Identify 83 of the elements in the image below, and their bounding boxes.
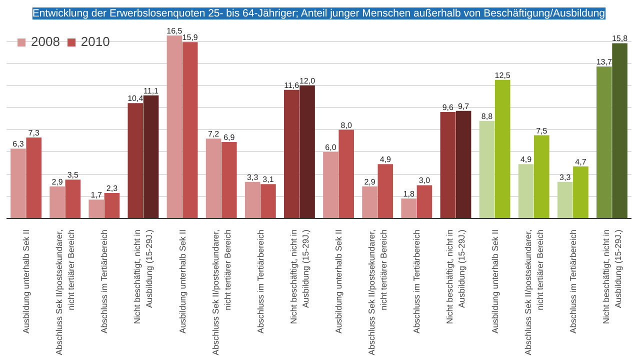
bar xyxy=(401,198,416,218)
bar xyxy=(206,138,222,218)
data-label: 1,7 xyxy=(90,190,102,200)
bar xyxy=(323,152,338,218)
x-tick-label: Ausbildung unterhalb Sek II xyxy=(334,229,344,334)
x-tick-label: Nicht beschäftigt, nicht in Ausbildung (15-29J.) xyxy=(132,229,154,324)
x-tick-label: Ausbildung unterhalb Sek II xyxy=(490,229,500,334)
x-tick-label: Abschluss Sek II/postsekundarer, nicht tertiärer Bereich xyxy=(522,229,545,356)
data-label: 4,9 xyxy=(380,155,392,164)
bar xyxy=(260,184,276,218)
data-label: 16,5 xyxy=(166,26,183,36)
data-label: 15,9 xyxy=(182,33,198,42)
bar xyxy=(300,85,315,218)
x-tick-label: Nicht beschäftigt, nicht in Ausbildung (15-29J.) xyxy=(444,229,467,324)
x-tick-label: Ausbildung unterhalb Sek II xyxy=(177,229,188,334)
bar xyxy=(26,138,42,218)
bar xyxy=(557,182,573,218)
x-tick-label: Ausbildung unterhalb Sek II xyxy=(21,229,32,334)
legend-label: 2008 xyxy=(31,34,60,49)
data-label: 12,0 xyxy=(299,76,316,86)
data-label: 7,2 xyxy=(208,130,220,139)
data-label: 3,0 xyxy=(418,176,431,186)
x-tick-label: Abschluss im Tertiärbereich xyxy=(412,229,422,334)
x-tick-label: Nicht beschäftigt, nicht in Ausbildung (15-29J.) xyxy=(600,229,623,324)
data-label: 6,9 xyxy=(224,132,236,142)
bar xyxy=(338,130,354,218)
bar xyxy=(50,186,65,218)
bar xyxy=(416,185,432,218)
data-label: 3,3 xyxy=(560,172,572,182)
legend-label: 2010 xyxy=(80,34,110,49)
bar xyxy=(378,164,394,218)
x-tick-label: Abschluss im Tertiärbereich xyxy=(99,229,110,334)
bar xyxy=(596,66,612,218)
data-label: 3,3 xyxy=(247,172,259,182)
data-label: 6,3 xyxy=(12,140,24,149)
bar xyxy=(128,103,144,218)
data-label: 11,6 xyxy=(284,80,300,90)
x-tick-label: Abschluss Sek II/postsekundarer, nicht tertiärer Bereich xyxy=(210,229,232,356)
data-label: 3,1 xyxy=(262,175,274,184)
bar xyxy=(88,200,104,218)
bar xyxy=(166,35,182,218)
data-label: 12,5 xyxy=(494,70,511,80)
x-tick-label: Nicht beschäftigt, nicht in Ausbildung (15-29J.) xyxy=(288,229,310,324)
bar xyxy=(479,120,495,218)
bar xyxy=(534,135,550,218)
data-label: 1,8 xyxy=(403,190,415,199)
bar xyxy=(612,43,628,218)
bar xyxy=(182,42,198,218)
bar xyxy=(65,180,81,218)
bar xyxy=(362,186,378,218)
bar xyxy=(573,166,588,218)
x-tick-label: Abschluss im Tertiärbereich xyxy=(255,229,266,334)
bar xyxy=(244,182,260,218)
data-label: 8,0 xyxy=(340,120,352,130)
data-label: 9,6 xyxy=(442,103,454,112)
data-label: 8,8 xyxy=(481,112,494,121)
bar xyxy=(518,164,534,218)
data-label: 4,7 xyxy=(575,157,587,166)
x-tick-label: Abschluss Sek II/postsekundarer, nicht tertiärer Bereich xyxy=(54,229,76,356)
bar xyxy=(222,142,237,218)
bar xyxy=(10,148,26,218)
bar xyxy=(440,112,456,218)
data-label: 2,9 xyxy=(52,177,64,186)
x-tick-label: Abschluss im Tertiärbereich xyxy=(568,229,578,334)
data-label: 9,7 xyxy=(458,102,470,111)
data-label: 7,3 xyxy=(28,128,40,138)
data-label: 6,0 xyxy=(325,142,337,152)
data-label: 15,8 xyxy=(612,34,628,44)
bar xyxy=(143,95,159,218)
data-label: 4,9 xyxy=(520,155,532,164)
chart-title: Entwicklung der Erwerbslosenquoten 25- bis 64-Jähriger; Anteil junger Menschen außerhalb von Beschäftigung/Ausbildung xyxy=(32,8,606,20)
bar xyxy=(494,80,510,218)
data-label: 11,1 xyxy=(144,86,160,96)
x-tick-label: Abschluss Sek II/postsekundarer, nicht tertiärer Bereich xyxy=(366,229,389,356)
bar xyxy=(456,110,472,218)
bar xyxy=(104,192,120,218)
data-label: 10,4 xyxy=(128,94,144,104)
data-label: 2,3 xyxy=(106,184,118,193)
data-label: 3,5 xyxy=(67,170,80,180)
bar xyxy=(284,90,300,218)
data-label: 13,7 xyxy=(596,58,612,67)
data-label: 7,5 xyxy=(536,126,548,136)
data-label: 2,9 xyxy=(364,177,376,186)
